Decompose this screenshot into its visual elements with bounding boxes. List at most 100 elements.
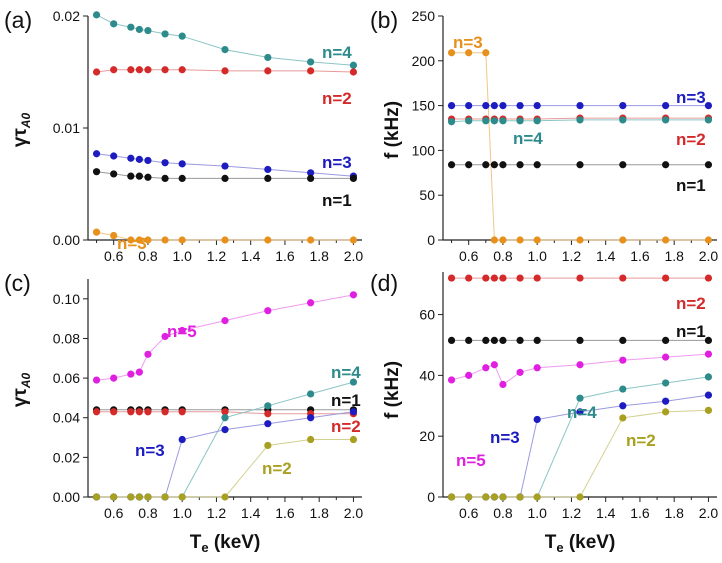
x-tick-label: 1.8 — [309, 248, 329, 264]
x-tick-label: 0.8 — [138, 505, 158, 521]
data-point — [349, 378, 358, 386]
y-tick-label: 0 — [427, 232, 435, 248]
y-tick-label: 20 — [419, 428, 435, 444]
panel-d: 0.6 0.8 1.0 1.2 1.4 1.6 1.8 2.0 0 20 40 60 (d) f (kHz… — [370, 270, 718, 555]
data-point — [144, 350, 152, 358]
x-tick-label: 1.2 — [207, 505, 227, 521]
data-point — [490, 493, 498, 501]
x-tick-label: 1.6 — [275, 505, 295, 521]
x-axis-label-main: T — [545, 532, 557, 553]
data-point — [161, 408, 169, 416]
data-point — [490, 117, 498, 125]
x-tick-label: 0.6 — [104, 505, 124, 521]
data-point — [465, 161, 473, 169]
x-tick-label: 1.2 — [562, 248, 582, 264]
data-point — [619, 236, 627, 244]
series-n1-1 — [447, 336, 713, 345]
series-n3-2 — [92, 150, 358, 180]
series-n3-0 — [447, 49, 713, 244]
series-annotation: n=3 — [117, 234, 147, 253]
data-point — [516, 102, 524, 110]
data-point — [221, 426, 229, 434]
data-point — [482, 274, 490, 282]
x-tick-label: 2.0 — [344, 505, 364, 521]
data-point — [465, 117, 473, 125]
data-point — [704, 336, 713, 345]
x-tick-label: 0.6 — [459, 248, 479, 264]
data-point — [619, 414, 627, 422]
series-annotation: n=2 — [626, 431, 656, 450]
data-point — [264, 53, 272, 62]
data-point — [92, 493, 101, 501]
data-point — [221, 46, 229, 54]
panel-a: 0.6 0.8 1.0 1.2 1.4 1.6 1.8 2.0 0.00 0.01 0.02 (a) γ… — [4, 7, 363, 264]
y-tick-label: 0.00 — [53, 232, 80, 248]
data-point — [127, 66, 135, 74]
x-tick-label: 1.4 — [596, 248, 616, 264]
data-point — [307, 169, 315, 177]
data-point — [533, 117, 541, 125]
data-point — [264, 410, 272, 418]
data-point — [178, 408, 186, 416]
y-axis-label-main: f (kHz) — [382, 101, 403, 159]
data-point — [178, 493, 186, 501]
data-point — [127, 493, 135, 501]
data-point — [465, 102, 473, 110]
data-point — [221, 408, 229, 416]
x-axis-label: Te (keV) — [190, 532, 261, 555]
data-point — [490, 102, 498, 110]
series-annotation: n=2 — [331, 417, 361, 436]
data-point — [307, 299, 315, 307]
data-point — [349, 61, 358, 69]
data-point — [619, 102, 627, 110]
data-point — [178, 326, 186, 335]
data-point — [178, 174, 186, 182]
series-n2-5 — [447, 406, 713, 501]
data-point — [482, 49, 490, 57]
data-point — [264, 307, 272, 315]
series-n2-0 — [447, 274, 713, 282]
data-point — [161, 159, 169, 167]
x-tick-label: 0.6 — [459, 505, 479, 521]
y-tick-label: 0.04 — [53, 410, 80, 426]
data-point — [499, 102, 507, 110]
series-annotation: n=2 — [322, 89, 352, 108]
data-point — [704, 116, 713, 124]
series-n5-0 — [92, 291, 358, 384]
series-annotation: n=1 — [322, 191, 352, 210]
data-point — [490, 336, 498, 345]
data-point — [465, 274, 473, 282]
series-n5-2 — [447, 350, 713, 389]
data-point — [499, 380, 507, 389]
data-point — [144, 156, 152, 165]
y-tick-label: 250 — [412, 8, 436, 24]
data-point — [499, 117, 507, 125]
data-point — [92, 168, 101, 176]
data-point — [161, 332, 169, 341]
series-n4-3 — [447, 373, 713, 501]
data-point — [349, 435, 358, 444]
x-tick-label: 1.2 — [207, 248, 227, 264]
y-tick-label: 150 — [412, 98, 436, 114]
y-tick-label: 0.02 — [53, 8, 80, 24]
data-point — [92, 150, 101, 158]
data-point — [499, 493, 507, 501]
data-point — [499, 161, 507, 169]
data-point — [662, 102, 670, 110]
data-point — [662, 161, 670, 169]
data-point — [490, 236, 498, 244]
series-n4-3 — [447, 116, 713, 126]
data-point — [447, 376, 456, 384]
data-point — [264, 236, 272, 244]
series-annotation: n=3 — [453, 33, 483, 52]
data-point — [135, 408, 143, 416]
data-point — [704, 391, 713, 399]
data-point — [533, 364, 541, 372]
data-point — [533, 274, 541, 282]
data-point — [704, 102, 713, 110]
data-point — [465, 493, 473, 501]
data-point — [662, 408, 670, 416]
data-point — [447, 49, 456, 57]
data-point — [127, 370, 135, 378]
